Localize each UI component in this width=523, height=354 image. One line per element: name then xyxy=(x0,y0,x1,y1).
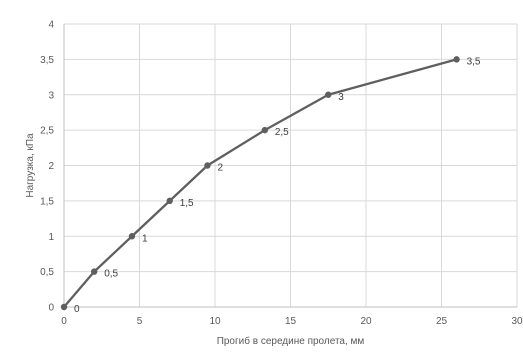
x-tick-label: 0 xyxy=(61,316,67,327)
data-labels: 0 0,5 1 1,5 2 2,5 3 3,5 xyxy=(74,56,481,315)
y-tick-label: 3 xyxy=(48,90,54,101)
data-label: 3,5 xyxy=(467,56,481,67)
series-line xyxy=(62,58,458,309)
data-label: 1 xyxy=(142,233,148,244)
x-axis-title: Прогиб в середине пролета, мм xyxy=(217,335,365,347)
x-tick-label: 30 xyxy=(511,316,523,327)
data-label: 0 xyxy=(74,304,80,315)
y-tick-label: 1,5 xyxy=(40,196,54,207)
data-point xyxy=(128,233,136,240)
x-tick-label: 10 xyxy=(209,316,221,327)
data-label: 2,5 xyxy=(275,127,289,138)
y-tick-label: 4 xyxy=(48,20,54,31)
data-label: 1,5 xyxy=(180,198,194,209)
data-point xyxy=(166,197,173,205)
data-point xyxy=(91,268,98,275)
y-tick-label: 1 xyxy=(48,232,54,243)
y-tick-label: 3,5 xyxy=(40,55,54,66)
x-tick-label: 20 xyxy=(360,316,372,327)
data-label: 2 xyxy=(217,163,223,174)
data-point xyxy=(325,91,332,98)
data-point xyxy=(204,162,211,169)
data-point xyxy=(261,126,269,134)
grid xyxy=(64,23,518,307)
data-point xyxy=(453,56,460,63)
y-tick-label: 0 xyxy=(48,303,54,314)
axes: 00,511,522,533,540 5 10 15 20 25 30 xyxy=(40,20,523,328)
y-axis-title: Нагрузка, кПа xyxy=(25,133,36,198)
x-tick-label: 25 xyxy=(436,316,448,327)
data-label: 3 xyxy=(338,92,344,103)
data-label: 0,5 xyxy=(104,269,118,280)
y-tick-label: 2,5 xyxy=(40,126,54,137)
series-group xyxy=(60,56,460,311)
x-tick-label: 15 xyxy=(285,316,297,327)
y-tick-label: 0,5 xyxy=(40,267,54,278)
data-point xyxy=(60,303,68,311)
x-tick-label: 5 xyxy=(137,316,143,327)
y-tick-label: 2 xyxy=(48,161,54,172)
